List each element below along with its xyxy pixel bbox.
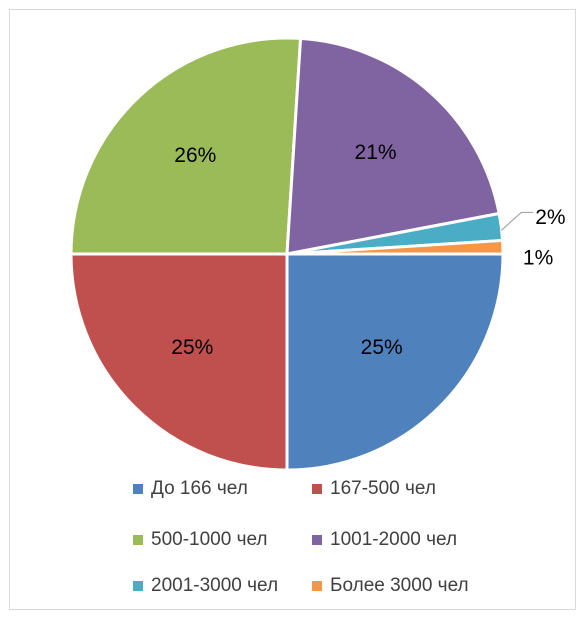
legend-label-1: 167-500 чел	[330, 478, 436, 499]
data-label-5: 1%	[523, 247, 553, 270]
data-label-4: 2%	[535, 206, 565, 229]
legend-item-4: 2001-3000 чел	[133, 575, 278, 597]
data-label-2: 26%	[174, 144, 216, 167]
pie-slice-1	[69, 252, 289, 472]
pie-slice-3	[285, 36, 501, 256]
legend-item-2: 500-1000 чел	[133, 529, 268, 551]
data-label-3: 21%	[355, 141, 397, 164]
legend-item-0: До 166 чел	[133, 478, 248, 500]
legend-item-1: 167-500 чел	[312, 478, 436, 500]
legend-label-5: Более 3000 чел	[330, 575, 469, 596]
leader-line-4	[500, 211, 534, 231]
legend-swatch-5	[312, 581, 322, 591]
pie-slice-2	[69, 36, 303, 256]
pie-chart: 25% 25% 26% 21% 2% 1%	[69, 36, 566, 472]
legend-label-3: 1001-2000 чел	[330, 529, 458, 550]
legend-swatch-2	[133, 535, 143, 545]
data-label-0: 25%	[361, 336, 403, 359]
legend-swatch-0	[133, 484, 143, 494]
legend-swatch-3	[312, 535, 322, 545]
legend-label-2: 500-1000 чел	[151, 529, 268, 550]
data-label-1: 25%	[171, 336, 213, 359]
legend-label-4: 2001-3000 чел	[151, 575, 279, 596]
legend-label-0: До 166 чел	[151, 478, 248, 499]
legend-item-5: Более 3000 чел	[312, 575, 469, 597]
legend-swatch-4	[133, 581, 143, 591]
pie-slice-0	[285, 252, 505, 472]
chart-frame: 25% 25% 26% 21% 2% 1% До 166 чел 167-500 чел …	[9, 9, 576, 610]
pie-slice-5	[286, 238, 505, 256]
legend-item-3: 1001-2000 чел	[312, 529, 457, 551]
legend-swatch-1	[312, 484, 322, 494]
